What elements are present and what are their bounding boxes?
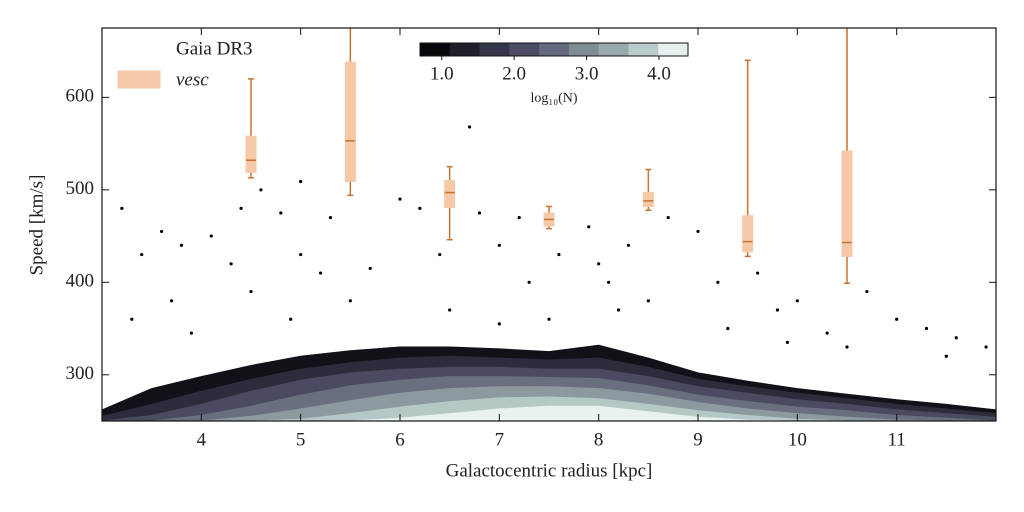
scatter-point — [924, 326, 929, 331]
scatter-point — [259, 188, 263, 192]
scatter-point — [438, 252, 442, 257]
axes-frame — [101, 27, 997, 422]
x-tick-label: 5 — [296, 429, 306, 450]
scatter-point — [249, 289, 253, 294]
scatter-point — [120, 206, 124, 210]
scatter-point — [726, 326, 730, 331]
colorbar-frame — [419, 42, 689, 57]
scatter-point — [279, 211, 283, 215]
scatter-point — [467, 125, 472, 129]
scatter-point — [944, 354, 948, 358]
scatter-point — [209, 234, 213, 238]
scatter-point — [497, 322, 501, 326]
colorbar-tick-label: 1.0 — [430, 63, 454, 84]
colorbar-segment — [568, 43, 600, 56]
colorbar-segment — [539, 43, 570, 56]
scatter-point — [984, 345, 988, 349]
colorbar-segment — [509, 43, 540, 56]
y-tick-label: 400 — [66, 271, 95, 292]
scatter-point — [299, 179, 303, 184]
scatter-point — [845, 345, 849, 349]
plot-area — [102, 28, 996, 421]
scatter-point — [418, 206, 422, 210]
scatter-point — [865, 289, 869, 294]
y-tick-label: 500 — [66, 178, 95, 199]
scatter-point — [140, 252, 144, 257]
scatter-point — [299, 252, 303, 257]
scatter-point — [368, 266, 372, 271]
x-tick-label: 11 — [888, 429, 906, 450]
scatter-point — [696, 229, 700, 234]
scatter-point — [179, 243, 184, 247]
colorbar-tick-label: 3.0 — [575, 63, 599, 84]
x-tick-label: 6 — [395, 429, 405, 450]
scatter-point — [785, 340, 790, 344]
scatter-point — [348, 299, 352, 303]
scatter-point — [189, 331, 193, 335]
legend-swatch — [117, 70, 161, 89]
y-tick-label: 300 — [66, 363, 95, 384]
colorbar-segment — [479, 43, 510, 56]
box — [642, 192, 654, 207]
scatter-point — [547, 317, 551, 321]
scatter-point — [517, 215, 521, 220]
box — [344, 61, 356, 183]
x-tick-label: 9 — [693, 429, 703, 450]
scatter-point — [527, 280, 531, 284]
scatter-point — [626, 243, 631, 247]
scatter-point — [646, 299, 650, 303]
scatter-point — [169, 299, 174, 303]
scatter-point — [448, 308, 452, 312]
colorbar-segment — [449, 43, 481, 56]
scatter-point — [607, 280, 611, 284]
colorbar-segment — [658, 43, 689, 56]
scatter-point — [825, 331, 829, 335]
scatter-point — [130, 317, 134, 321]
box — [444, 180, 456, 208]
scatter-point — [954, 336, 958, 340]
x-tick-label: 8 — [594, 429, 604, 450]
scatter-point — [398, 197, 402, 201]
scatter-point — [895, 317, 899, 321]
colorbar-segment — [420, 43, 451, 56]
colorbar-segment — [598, 43, 629, 56]
colorbar-label: log₁₀(N) — [530, 91, 577, 106]
scatter-point — [160, 229, 164, 234]
scatter-point — [587, 225, 591, 229]
legend-label: vesc — [176, 69, 209, 90]
scatter-point — [328, 215, 333, 220]
y-tick-label: 600 — [66, 86, 95, 107]
scatter-point — [318, 271, 323, 275]
scatter-point — [557, 252, 561, 257]
scatter-point — [477, 211, 482, 215]
box — [245, 135, 257, 173]
colorbar-segment — [628, 43, 659, 56]
scatter-point — [666, 215, 670, 220]
scatter-point — [239, 206, 243, 210]
scatter-point — [716, 280, 720, 284]
scatter-point — [756, 271, 760, 275]
colorbar-tick-label: 4.0 — [647, 63, 671, 84]
scatter-point — [229, 262, 233, 266]
scatter-point — [497, 243, 501, 247]
box — [841, 150, 853, 257]
scatter-point — [775, 308, 780, 312]
y-axis-label: Speed [km/s] — [26, 175, 47, 276]
scatter-point — [795, 299, 799, 303]
scatter-point — [597, 262, 601, 266]
colorbar-tick-label: 2.0 — [502, 63, 526, 84]
x-tick-label: 4 — [197, 429, 207, 450]
legend-label: Gaia DR3 — [176, 38, 253, 59]
x-axis-label: Galactocentric radius [kpc] — [446, 460, 653, 481]
box — [742, 215, 754, 253]
scatter-point — [616, 308, 621, 312]
scatter-point — [289, 317, 293, 321]
x-tick-label: 10 — [788, 429, 807, 450]
density-contour — [102, 405, 996, 421]
x-tick-label: 7 — [495, 429, 505, 450]
